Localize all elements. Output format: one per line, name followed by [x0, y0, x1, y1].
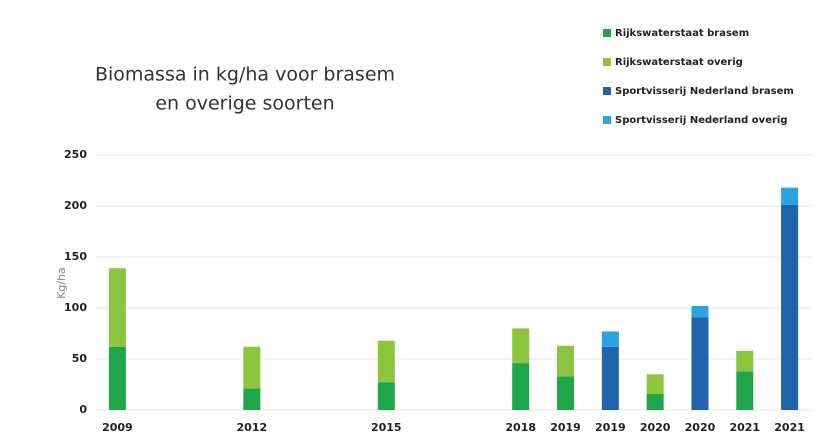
bar-segment — [108, 268, 126, 347]
bar-segment — [601, 331, 619, 347]
legend-swatch — [603, 29, 611, 37]
bar-segment — [243, 388, 261, 410]
y-tick-label: 0 — [79, 403, 87, 416]
x-tick-label: 2015 — [371, 421, 402, 434]
bar-segment — [691, 317, 709, 410]
bar-segment — [512, 328, 530, 364]
x-tick-label: 2009 — [102, 421, 133, 434]
bar-segment — [557, 376, 575, 410]
legend-label: Sportvisserij Nederland brasem — [615, 86, 794, 97]
bar-segment — [781, 204, 799, 410]
x-tick-label: 2012 — [237, 421, 268, 434]
bar-segment — [512, 363, 530, 410]
bar-segment — [601, 346, 619, 410]
legend-swatch — [603, 58, 611, 66]
y-tick-label: 200 — [64, 199, 87, 212]
legend-swatch — [603, 87, 611, 95]
x-tick-label: 2019 — [595, 421, 626, 434]
bar-segment — [781, 187, 799, 205]
legend-swatch — [603, 116, 611, 124]
legend-label: Sportvisserij Nederland overig — [615, 115, 788, 126]
x-tick-label: 2021 — [729, 421, 760, 434]
legend-label: Rijkswaterstaat overig — [615, 57, 743, 68]
bar-segment — [243, 346, 261, 389]
bar-segment — [108, 346, 126, 410]
chart-title: en overige soorten — [155, 93, 334, 115]
y-tick-label: 250 — [64, 148, 87, 161]
y-tick-label: 50 — [72, 352, 88, 365]
x-tick-label: 2019 — [550, 421, 581, 434]
x-tick-label: 2020 — [685, 421, 716, 434]
bar-segment — [736, 371, 754, 410]
bar-segment — [377, 382, 395, 410]
y-axis-label: Kg/ha — [55, 267, 68, 299]
bar-segment — [646, 374, 664, 394]
x-tick-label: 2020 — [640, 421, 671, 434]
bar-segment — [557, 345, 575, 377]
bar-segment — [646, 393, 664, 410]
bar-segment — [691, 305, 709, 318]
chart-title: Biomassa in kg/ha voor brasem — [95, 64, 395, 86]
x-tick-label: 2021 — [774, 421, 805, 434]
x-tick-label: 2018 — [505, 421, 536, 434]
y-tick-label: 100 — [64, 301, 87, 314]
bar-segment — [377, 340, 395, 383]
y-tick-label: 150 — [64, 250, 87, 263]
legend-label: Rijkswaterstaat brasem — [615, 28, 749, 39]
bar-segment — [736, 350, 754, 372]
